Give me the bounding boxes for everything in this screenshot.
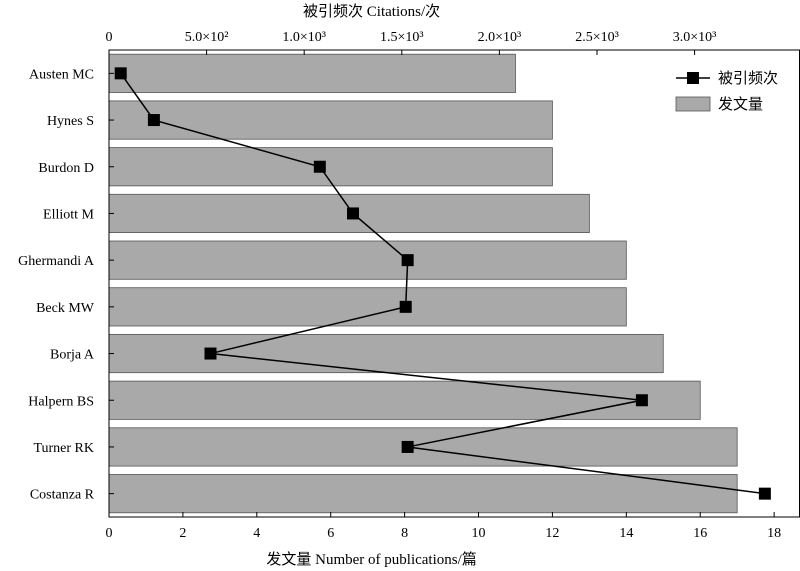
category-label: Hynes S bbox=[47, 114, 94, 129]
citations-line bbox=[120, 72, 765, 495]
legend-marker-swatch bbox=[687, 72, 699, 84]
citation-marker-hynes-s bbox=[147, 114, 160, 127]
citation-marker-halpern-bs bbox=[635, 394, 648, 407]
top-tick-label: 3.0×10³ bbox=[673, 30, 717, 45]
bars-layer bbox=[108, 53, 738, 514]
bottom-tick-label: 12 bbox=[545, 526, 559, 541]
bar-ghermandi-a bbox=[108, 240, 627, 280]
legend-label-citations: 被引频次 bbox=[718, 70, 778, 87]
top-axis-title: 被引频次 Citations/次 bbox=[303, 3, 440, 20]
category-label: Austen MC bbox=[29, 67, 94, 82]
bar-beck-mw bbox=[108, 287, 627, 327]
bottom-tick-label: 0 bbox=[106, 526, 113, 541]
line-layer bbox=[114, 67, 771, 500]
left-axis: Austen MC Hynes S Burdon D Elliott M Gherman… bbox=[18, 67, 114, 503]
citation-marker-turner-rk bbox=[401, 440, 414, 453]
top-tick-label: 1.0×10³ bbox=[282, 30, 326, 45]
bar-turner-rk bbox=[108, 427, 738, 467]
top-tick-label: 5.0×10² bbox=[185, 30, 229, 45]
legend-bar-swatch bbox=[675, 96, 711, 112]
category-label: Halpern BS bbox=[28, 394, 94, 409]
bottom-tick-label: 8 bbox=[401, 526, 408, 541]
category-label: Costanza R bbox=[30, 488, 95, 503]
top-tick-label: 2.5×10³ bbox=[575, 30, 619, 45]
bottom-axis-title: 发文量 Number of publications/篇 bbox=[266, 550, 476, 568]
bar-costanza-r bbox=[108, 474, 738, 514]
bar-austen-mc bbox=[108, 53, 516, 93]
bottom-tick-label: 10 bbox=[472, 526, 486, 541]
citation-marker-burdon-d bbox=[313, 160, 326, 173]
citation-marker-borja-a bbox=[204, 347, 217, 360]
top-tick-label: 1.5×10³ bbox=[380, 30, 424, 45]
top-axis: 0 5.0×10² 1.0×10³ 1.5×10³ 2.0×10³ 2.5×10³ 3.0×… bbox=[106, 30, 717, 55]
bar-borja-a bbox=[108, 334, 664, 374]
citation-marker-costanza-r bbox=[758, 487, 771, 500]
bar-halpern-bs bbox=[108, 380, 701, 420]
bottom-tick-label: 4 bbox=[253, 526, 260, 541]
citation-marker-austen-mc bbox=[114, 67, 127, 80]
bottom-tick-label: 2 bbox=[179, 526, 186, 541]
category-label: Burdon D bbox=[38, 161, 94, 176]
category-label: Ghermandi A bbox=[18, 254, 95, 269]
category-label: Borja A bbox=[50, 348, 95, 363]
bar-hynes-s bbox=[108, 100, 553, 140]
category-label: Elliott M bbox=[43, 207, 95, 222]
bottom-tick-label: 18 bbox=[767, 526, 781, 541]
citation-marker-elliott-m bbox=[346, 207, 359, 220]
bottom-tick-label: 14 bbox=[619, 526, 633, 541]
top-tick-label: 0 bbox=[106, 30, 113, 45]
bar-burdon-d bbox=[108, 147, 553, 187]
citation-marker-beck-mw bbox=[399, 300, 412, 313]
category-label: Beck MW bbox=[36, 301, 95, 316]
top-tick-label: 2.0×10³ bbox=[478, 30, 522, 45]
citation-marker-ghermandi-a bbox=[401, 254, 414, 267]
legend-label-publications: 发文量 bbox=[718, 96, 763, 113]
bottom-tick-label: 6 bbox=[327, 526, 334, 541]
bottom-tick-label: 16 bbox=[693, 526, 707, 541]
category-label: Turner RK bbox=[33, 441, 94, 456]
bottom-axis: 0 2 4 6 8 10 12 14 16 18 bbox=[106, 512, 781, 541]
legend: 被引频次 发文量 bbox=[675, 70, 778, 113]
